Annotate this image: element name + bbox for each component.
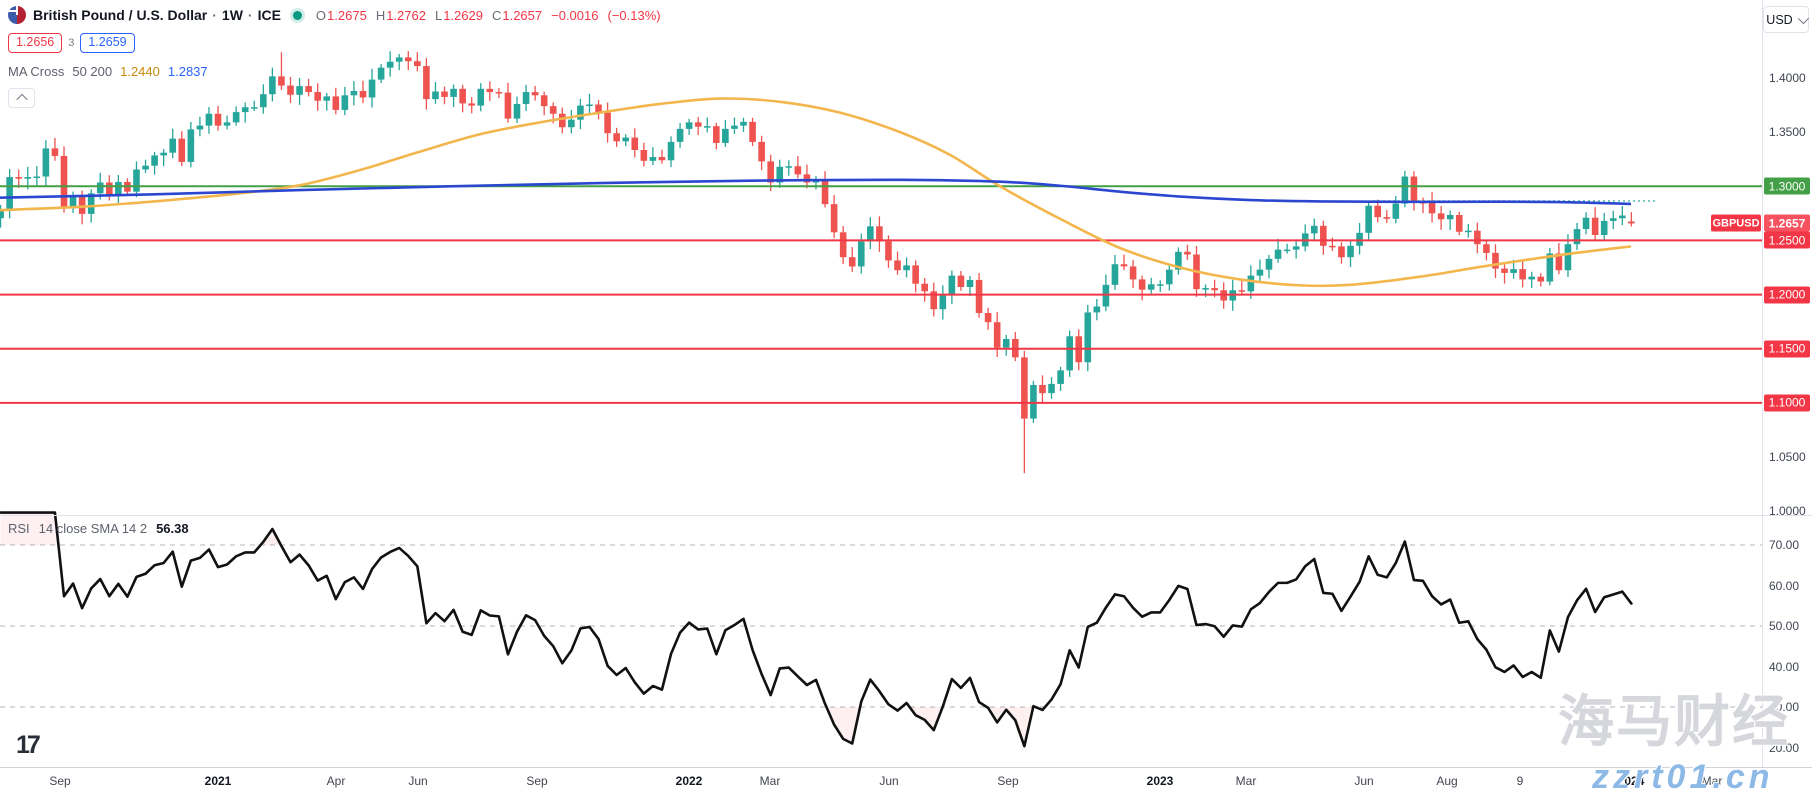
- change-percent: (−0.13%): [607, 7, 661, 23]
- chart-legend: British Pound / U.S. Dollar · 1W · ICE O…: [8, 4, 661, 108]
- price-level-label: 1.1500: [1764, 340, 1810, 358]
- currency-dropdown[interactable]: USD: [1763, 6, 1809, 33]
- ma50-value: 1.2440: [120, 63, 160, 79]
- rsi-tick: 20.00: [1769, 740, 1800, 755]
- spread-value: 3: [68, 37, 75, 49]
- rsi-tick: 40.00: [1769, 659, 1800, 674]
- bid-button[interactable]: 1.2656: [8, 33, 63, 53]
- collapse-legend-button[interactable]: [8, 88, 35, 108]
- price-tick: 1.4000: [1769, 70, 1806, 85]
- time-tick: Sep: [49, 774, 71, 788]
- rsi-value: 56.38: [156, 521, 189, 536]
- time-tick: 9: [1516, 774, 1524, 788]
- price-axis[interactable]: 1.4000 1.3500 1.0500 1.0000 1.3000 1.2500 1.20…: [1763, 0, 1812, 516]
- tradingview-logo[interactable]: 17: [16, 731, 41, 759]
- market-status-icon[interactable]: [292, 10, 302, 20]
- rsi-legend-row[interactable]: RSI 14 close SMA 14 2 56.38: [8, 521, 189, 536]
- exchange-label[interactable]: ICE: [257, 7, 281, 23]
- price-tick: 1.0500: [1769, 450, 1806, 465]
- bid-ask-row: 1.2656 3 1.2659: [8, 33, 661, 53]
- time-tick: Mar: [1701, 774, 1723, 788]
- change-value: −0.0016: [551, 7, 599, 23]
- separator-dot: ·: [247, 7, 253, 23]
- rsi-tick: 50.00: [1769, 619, 1800, 633]
- symbol-title[interactable]: British Pound / U.S. Dollar: [33, 7, 208, 23]
- time-tick: Jun: [1354, 774, 1374, 788]
- price-level-label: 1.2500: [1764, 231, 1810, 249]
- current-price-label: 1.2657: [1764, 214, 1810, 232]
- rsi-name[interactable]: RSI: [8, 521, 30, 536]
- time-tick: Mar: [759, 774, 781, 788]
- low-value: 1.2629: [443, 7, 483, 23]
- rsi-params: 14 close SMA 14 2: [38, 521, 148, 536]
- time-axis-separator: [0, 767, 1812, 768]
- time-tick: Jun: [408, 774, 428, 788]
- symbol-price-tag: GBPUSD: [1711, 214, 1761, 232]
- rsi-line[interactable]: [0, 511, 1633, 748]
- ma-cross-legend-row[interactable]: MA Cross 50 200 1.2440 1.2837: [8, 62, 661, 80]
- rsi-tick: 30.00: [1769, 700, 1800, 714]
- time-tick: Mar: [1235, 774, 1257, 788]
- candlestick-series: [0, 51, 1635, 474]
- time-tick: Jun: [879, 774, 899, 788]
- ma200-value: 1.2837: [167, 63, 208, 79]
- time-tick: Apr: [326, 774, 346, 788]
- watermark-chinese: 海马财经: [1558, 690, 1790, 753]
- low-label: L: [434, 7, 443, 23]
- ask-button[interactable]: 1.2659: [80, 33, 135, 53]
- chevron-down-icon: [1797, 12, 1809, 24]
- rsi-tick: 60.00: [1769, 578, 1800, 593]
- price-level-label: 1.2000: [1764, 286, 1810, 304]
- time-tick: Sep: [526, 774, 548, 788]
- chevron-up-icon: [15, 93, 28, 106]
- currency-label: USD: [1766, 12, 1793, 27]
- high-value: 1.2762: [386, 7, 426, 23]
- high-label: H: [375, 7, 386, 23]
- ma200-line[interactable]: [0, 178, 1632, 206]
- separator-dot: ·: [212, 7, 217, 23]
- pane-separator[interactable]: [0, 515, 1812, 516]
- time-axis[interactable]: Sep 2021 Apr Jun Sep 2022 Mar Jun Sep 2023 Mar Jun A…: [0, 768, 1762, 795]
- time-tick: Aug: [1436, 774, 1458, 788]
- time-tick: 2023: [1146, 774, 1174, 788]
- ma-cross-params: 50 200: [72, 63, 113, 79]
- open-value: 1.2675: [327, 7, 367, 23]
- symbol-row[interactable]: British Pound / U.S. Dollar · 1W · ICE O…: [8, 4, 661, 26]
- close-value: 1.2657: [502, 7, 543, 23]
- ma50-line[interactable]: [0, 97, 1632, 288]
- time-tick: 2021: [204, 774, 232, 788]
- rsi-axis[interactable]: 70.00 60.00 50.00 40.00 30.00 20.00: [1763, 516, 1812, 767]
- gbpusd-flag-icon: [8, 6, 26, 24]
- watermark-url: zzrt01.cn: [1592, 758, 1774, 795]
- price-level-label: 1.1000: [1764, 394, 1810, 412]
- price-tick: 1.3500: [1769, 125, 1806, 140]
- ohlc-values: O1.2675 H1.2762 L1.2629 C1.2657 −0.0016 …: [316, 8, 661, 23]
- time-tick: 2022: [675, 774, 703, 788]
- price-axis-separator: [1762, 0, 1763, 767]
- rsi-tick: 70.00: [1769, 538, 1800, 552]
- price-tick: 1.0000: [1769, 504, 1806, 516]
- horizontal-level-lines[interactable]: [0, 185, 1762, 404]
- open-label: O: [315, 7, 327, 23]
- interval-label[interactable]: 1W: [221, 7, 243, 23]
- ma-cross-name[interactable]: MA Cross: [8, 63, 65, 79]
- price-level-label: 1.3000: [1764, 177, 1810, 195]
- time-tick: 2024: [1617, 774, 1645, 788]
- time-tick: Sep: [997, 774, 1019, 788]
- close-label: C: [491, 7, 502, 23]
